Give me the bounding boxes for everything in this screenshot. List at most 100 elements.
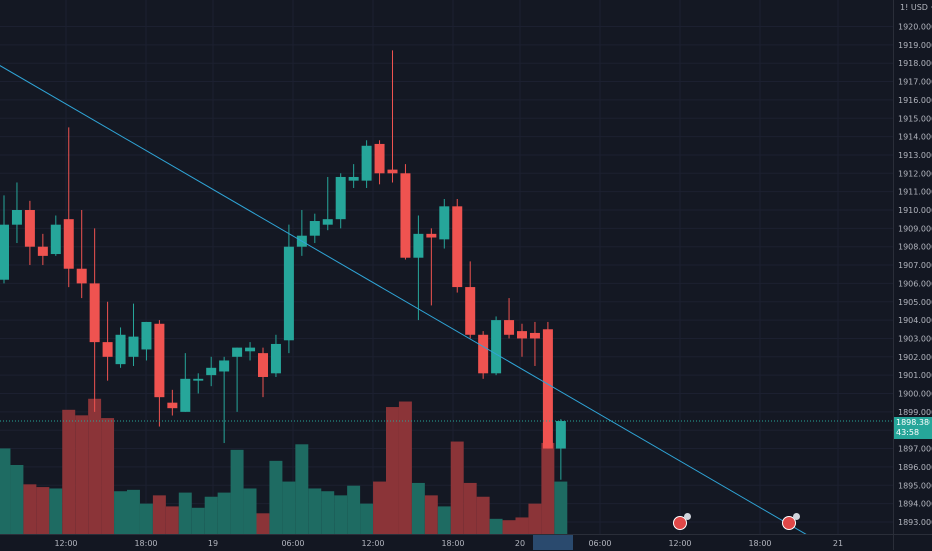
last-price-value: 1898.380 [896,418,930,427]
time-tick-label: 20 [515,539,525,548]
candle-body [491,320,502,374]
time-tick-label: 18:00 [748,539,771,548]
candle [50,215,61,256]
candle-body [309,221,320,236]
candle [63,127,74,288]
volume-bar [269,460,283,534]
candle-body [374,143,385,174]
candle [335,173,346,229]
candle-body [426,233,437,238]
candle [37,233,48,266]
volume-bar [515,517,529,534]
volume-bar [62,409,76,534]
candlestick-chart[interactable] [0,0,893,534]
volume-series [0,398,568,534]
candle-body [219,360,230,372]
volume-bar [282,481,296,534]
candle-body [24,210,35,247]
price-tick-label: 1897.000 [898,445,932,454]
candle [542,321,553,449]
volume-bar [139,503,153,534]
volume-bar [450,441,464,534]
candle [491,316,502,376]
price-tick-label: 1901.000 [898,371,932,380]
candle-body [11,210,22,225]
price-tick-label: 1910.000 [898,206,932,215]
candle [206,356,217,387]
price-tick-label: 1912.000 [898,169,932,178]
time-axis-scale: 12:00 18:00 19 06:00 12:00 18:00 20 06:00 12:00 1… [54,539,843,548]
candle [219,356,230,444]
candle-body [452,206,463,288]
candle-body [154,323,165,398]
time-tick-label: 06:00 [281,539,304,548]
volume-bar [360,503,374,534]
volume-bar [230,449,244,534]
candle-body [102,342,113,357]
volume-bar [541,442,555,534]
volume-bar [204,496,218,534]
chart-plot-area[interactable] [0,0,893,534]
candle-body [542,329,553,449]
time-tick-label: 12:00 [668,539,691,548]
candle-body [115,334,126,365]
candle-body [361,145,372,181]
candle [180,353,191,412]
candle-body [387,169,398,174]
candle [115,327,126,368]
price-tick-label: 1920.000 [898,23,932,32]
price-axis[interactable]: 1920.000 1919.000 1918.000 1917.000 1916.000… [893,0,932,534]
volume-bar [489,518,503,534]
candle-body [335,176,346,220]
price-tick-label: 1899.000 [898,408,932,417]
volume-bar [152,495,166,534]
candle-body [348,176,359,181]
time-tick-label: 06:00 [588,539,611,548]
candle [283,224,294,354]
candle-body [270,343,281,374]
candle-body [504,320,515,335]
candle-body [283,246,294,341]
volume-bar [347,485,361,534]
candle [128,303,139,366]
candle [439,198,450,249]
volume-bar [554,481,568,534]
earnings-event-icon[interactable] [782,513,800,530]
candle-body [465,287,476,335]
price-tick-label: 1902.000 [898,353,932,362]
earnings-event-icon[interactable] [673,513,691,530]
price-tick-label: 1894.000 [898,500,932,509]
volume-bar [437,506,451,534]
volume-bar [502,520,516,534]
time-axis[interactable]: 12:00 18:00 19 06:00 12:00 18:00 20 06:00 12:00 1… [0,534,893,550]
volume-bar [217,492,231,534]
volume-bar [308,488,322,534]
volume-bar [334,495,348,534]
candle [322,176,333,231]
volume-bar [88,398,102,534]
axis-corner [893,534,932,550]
price-tick-label: 1905.000 [898,298,932,307]
time-tick-label: 18:00 [441,539,464,548]
candle [245,342,256,361]
candle [529,321,540,366]
candle-body [529,332,540,339]
candle-body [128,336,139,357]
volume-bar [386,407,399,534]
volume-bar [127,489,140,534]
price-tick-label: 1895.000 [898,481,932,490]
candle [270,334,281,377]
currency-label[interactable]: 1! USD · [900,3,932,12]
candle [102,301,113,381]
time-tick-label: 12:00 [361,539,384,548]
candle-body [517,331,527,339]
candle-body [400,173,411,258]
candle [465,261,476,339]
price-tick-label: 1893.000 [898,518,932,527]
volume-bar [178,492,192,534]
volume-bar [101,418,115,534]
trend-line [0,65,807,534]
candle-body [258,353,268,377]
candle [309,213,320,244]
candle-body [555,421,566,449]
